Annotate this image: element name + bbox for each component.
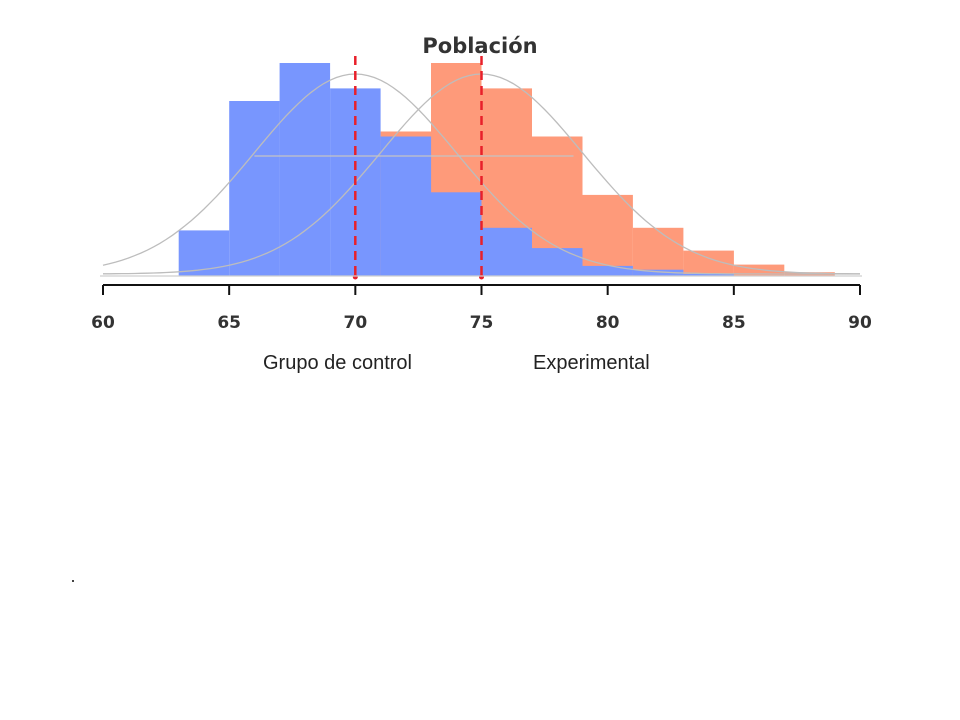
legend-experimental: Experimental — [533, 352, 650, 374]
x-tick-label-70: 70 — [343, 313, 367, 333]
x-tick-label-65: 65 — [217, 313, 241, 333]
bar-control-83 — [683, 274, 734, 276]
bar-experimental-81 — [632, 227, 684, 276]
x-tick-label-80: 80 — [596, 313, 620, 333]
bar-experimental-79 — [582, 194, 633, 276]
bar-control-81 — [632, 269, 684, 276]
x-tick-label-75: 75 — [470, 313, 494, 333]
bars-experimental — [380, 63, 835, 277]
x-tick-label-85: 85 — [722, 313, 746, 333]
mean-marker-experimental — [479, 274, 484, 280]
bar-experimental-85 — [733, 264, 785, 276]
bars-grupo-de-control — [178, 63, 734, 277]
bar-control-65 — [229, 101, 280, 276]
bar-control-77 — [532, 248, 583, 276]
x-axis: 60 65 70 75 80 85 90 — [91, 284, 872, 333]
bar-control-67 — [279, 63, 331, 276]
footnote-dot: . — [72, 580, 74, 582]
x-tick-label-60: 60 — [91, 313, 115, 333]
bar-control-73 — [431, 192, 482, 276]
chart-title: Población — [422, 34, 537, 58]
mean-marker-control — [352, 274, 358, 280]
legend-grupo-de-control: Grupo de control — [263, 352, 412, 374]
bar-control-63 — [178, 230, 230, 276]
bar-control-79 — [582, 265, 633, 276]
x-tick-label-90: 90 — [848, 313, 872, 333]
bar-control-71 — [380, 136, 432, 276]
bar-control-75 — [481, 227, 532, 276]
